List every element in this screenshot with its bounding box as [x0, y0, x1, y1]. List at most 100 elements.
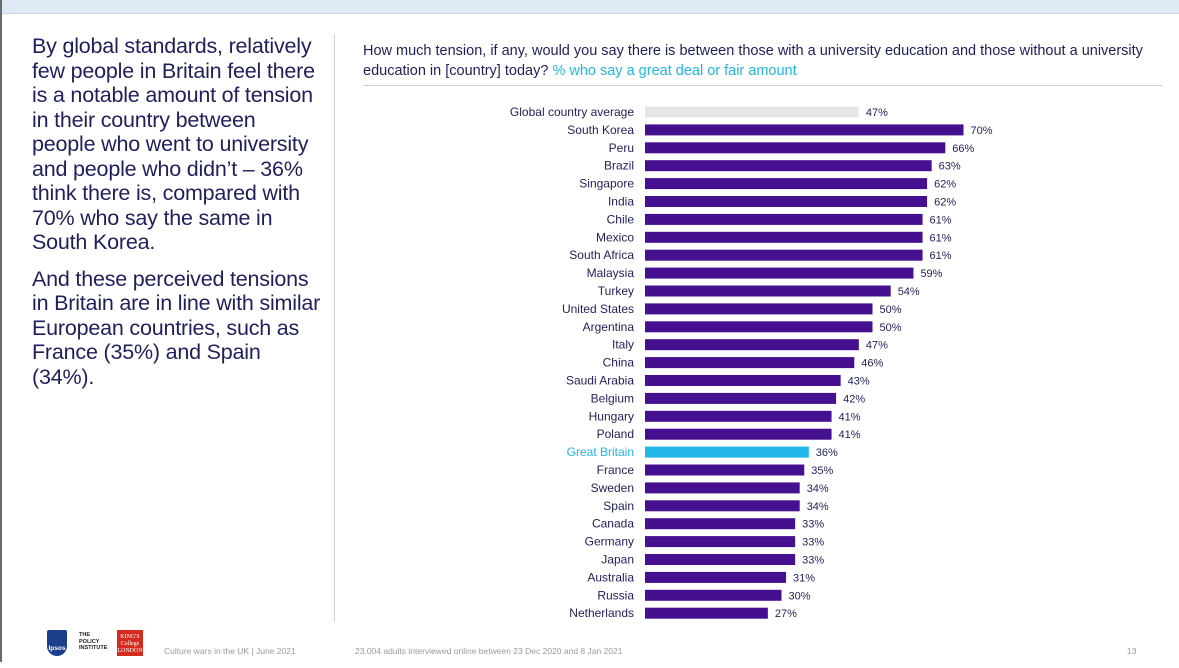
- value-label: 27%: [775, 608, 797, 620]
- category-label: Global country average: [510, 105, 634, 119]
- value-label: 63%: [939, 161, 961, 173]
- bar: [645, 464, 805, 476]
- value-label: 41%: [839, 411, 861, 423]
- category-label: France: [597, 463, 635, 477]
- policy-institute-logo: THE POLICY INSTITUTE: [79, 632, 108, 651]
- value-label: 61%: [930, 214, 952, 226]
- value-label: 35%: [811, 465, 833, 477]
- bar: [645, 303, 873, 315]
- bar: [645, 482, 800, 494]
- bar: [645, 375, 841, 386]
- footer-report: Culture wars in the UK | June 2021: [164, 646, 296, 656]
- bar: [645, 124, 964, 136]
- bar: [645, 142, 946, 154]
- bar: [645, 339, 859, 351]
- value-label: 70%: [971, 125, 993, 137]
- category-label: Belgium: [591, 391, 634, 405]
- bar: [645, 589, 782, 601]
- vertical-divider: [334, 34, 335, 622]
- value-label: 31%: [793, 572, 815, 584]
- kings-college-logo: KING'S College LONDON: [117, 630, 143, 656]
- value-label: 47%: [866, 107, 888, 119]
- category-label: South Korea: [567, 123, 634, 137]
- bar: [645, 410, 832, 422]
- chart-subtitle: % who say a great deal or fair amount: [552, 63, 797, 79]
- value-label: 62%: [934, 179, 956, 191]
- footer-page-number: 13: [1127, 646, 1137, 656]
- bar: [645, 607, 768, 619]
- bar: [645, 249, 923, 261]
- chart-title: How much tension, if any, would you say …: [363, 41, 1163, 81]
- bar: [645, 536, 796, 548]
- bar: [645, 571, 787, 583]
- category-label: Hungary: [589, 409, 634, 423]
- value-label: 61%: [930, 250, 952, 262]
- value-label: 34%: [807, 501, 829, 513]
- value-label: 33%: [802, 555, 824, 567]
- top-band: [0, 0, 1179, 14]
- category-label: Russia: [597, 588, 634, 602]
- value-label: 50%: [880, 322, 902, 334]
- value-label: 54%: [898, 286, 920, 298]
- category-label: Australia: [587, 570, 634, 584]
- value-label: 42%: [843, 393, 865, 405]
- category-label: Great Britain: [567, 445, 634, 459]
- category-label: Peru: [609, 141, 634, 155]
- value-label: 43%: [848, 376, 870, 388]
- category-label: United States: [562, 302, 634, 316]
- category-label: India: [608, 195, 634, 209]
- title-rule: [363, 85, 1162, 86]
- bar: [645, 428, 832, 440]
- category-label: Chile: [607, 212, 635, 226]
- bar: [645, 267, 914, 279]
- category-label: Turkey: [598, 284, 634, 298]
- category-label: Sweden: [591, 481, 634, 495]
- bar: [645, 213, 923, 225]
- value-label: 59%: [920, 268, 942, 280]
- bar: [645, 178, 928, 190]
- chart-question: How much tension, if any, would you say …: [363, 43, 1143, 79]
- value-label: 61%: [930, 232, 952, 244]
- value-label: 36%: [816, 447, 838, 459]
- bar: [645, 106, 859, 118]
- bar: [645, 446, 809, 458]
- bar: [645, 554, 796, 565]
- ipsos-logo: Ipsos: [47, 630, 67, 656]
- value-label: 33%: [802, 537, 824, 549]
- category-label: Mexico: [596, 230, 634, 244]
- value-label: 30%: [789, 590, 811, 602]
- category-label: Italy: [612, 338, 634, 352]
- value-label: 41%: [839, 429, 861, 441]
- category-label: Germany: [585, 535, 634, 549]
- value-label: 33%: [802, 519, 824, 531]
- bar: [645, 500, 800, 512]
- left-edge-border: [0, 0, 2, 662]
- value-label: 62%: [934, 197, 956, 209]
- bar: [645, 196, 928, 207]
- category-label: Argentina: [583, 320, 635, 334]
- bar: [645, 231, 923, 243]
- bar: [645, 321, 873, 333]
- commentary-paragraph-1: By global standards, relatively few peop…: [32, 34, 315, 254]
- value-label: 46%: [861, 358, 883, 370]
- category-label: Spain: [603, 499, 634, 513]
- value-label: 50%: [880, 304, 902, 316]
- value-label: 34%: [807, 483, 829, 495]
- value-label: 47%: [866, 340, 888, 352]
- category-label: South Africa: [569, 248, 634, 262]
- category-label: Singapore: [579, 177, 634, 191]
- category-label: Brazil: [604, 159, 634, 173]
- bar: [645, 160, 932, 172]
- category-label: China: [603, 356, 635, 370]
- bar: [645, 518, 796, 530]
- bar: [645, 392, 837, 404]
- category-label: Malaysia: [587, 266, 635, 280]
- commentary-panel: By global standards, relatively few peop…: [32, 34, 322, 401]
- category-label: Netherlands: [569, 606, 634, 620]
- category-label: Saudi Arabia: [566, 374, 634, 388]
- commentary-paragraph-2: And these perceived tensions in Britain …: [32, 266, 321, 389]
- bar: [645, 285, 891, 297]
- ipsos-logo-text: Ipsos: [48, 645, 66, 652]
- footer-methodology: 23,004 adults interviewed online between…: [355, 646, 623, 656]
